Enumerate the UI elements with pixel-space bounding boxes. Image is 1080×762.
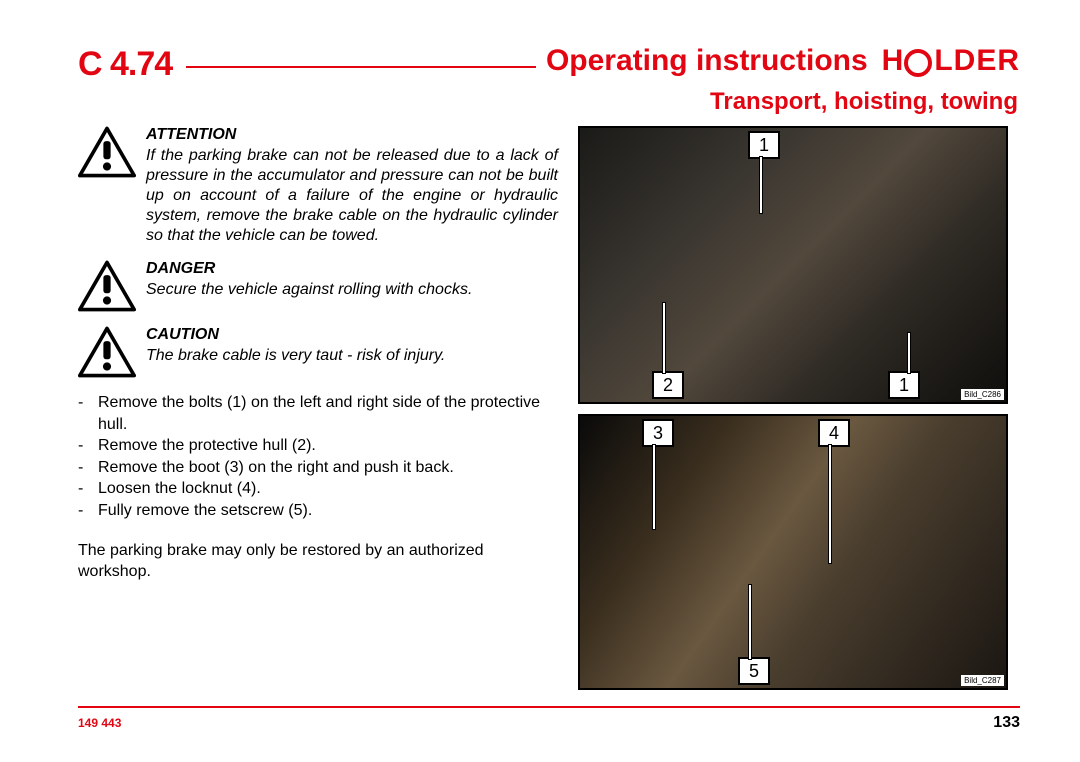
brand-logo: H LDER <box>882 44 1020 78</box>
callout-line <box>829 445 831 563</box>
step-item: -Loosen the locknut (4). <box>78 478 558 500</box>
note-text: The parking brake may only be restored b… <box>78 540 558 583</box>
footer-rule <box>78 706 1020 708</box>
warning-heading: ATTENTION <box>146 126 558 144</box>
image-caption: Bild_C287 <box>961 675 1004 686</box>
page-number: 133 <box>993 714 1020 732</box>
photo-bg <box>580 416 1006 688</box>
image-caption: Bild_C286 <box>961 389 1004 400</box>
callout-line <box>760 157 762 213</box>
steps-list: -Remove the bolts (1) on the left and ri… <box>78 392 558 522</box>
left-column: ATTENTION If the parking brake can not b… <box>78 126 558 690</box>
brand-text: H <box>882 44 905 78</box>
page-footer: 149 443 133 <box>78 706 1020 732</box>
photo-2: 3 4 5 Bild_C287 <box>578 414 1008 690</box>
footer-code: 149 443 <box>78 716 121 730</box>
warning-heading: CAUTION <box>146 326 558 344</box>
warning-attention: ATTENTION If the parking brake can not b… <box>78 126 558 246</box>
brand-text-2: LDER <box>934 44 1020 78</box>
callout-label: 2 <box>652 371 684 399</box>
callout-label: 3 <box>642 419 674 447</box>
step-text: Fully remove the setscrew (5). <box>98 500 312 522</box>
page-header: C 4.74 Operating instructions H LDER <box>78 45 1020 84</box>
callout-line <box>653 445 655 529</box>
step-text: Loosen the locknut (4). <box>98 478 261 500</box>
brand-circle-icon <box>904 49 932 77</box>
step-item: -Remove the boot (3) on the right and pu… <box>78 457 558 479</box>
callout-line <box>749 585 751 659</box>
warning-body: Secure the vehicle against rolling with … <box>146 280 558 300</box>
callout-label: 1 <box>888 371 920 399</box>
warning-body: If the parking brake can not be released… <box>146 146 558 246</box>
warning-triangle-icon <box>78 326 136 378</box>
step-item: -Remove the bolts (1) on the left and ri… <box>78 392 558 435</box>
callout-line <box>663 303 665 373</box>
callout-line <box>908 333 910 373</box>
warning-caution: CAUTION The brake cable is very taut - r… <box>78 326 558 378</box>
step-text: Remove the protective hull (2). <box>98 435 316 457</box>
step-text: Remove the boot (3) on the right and pus… <box>98 457 454 479</box>
right-column: 1 2 1 Bild_C286 3 4 5 Bild_C287 <box>578 126 1008 690</box>
photo-bg <box>580 128 1006 402</box>
header-rule <box>186 66 536 68</box>
warning-body: The brake cable is very taut - risk of i… <box>146 346 558 366</box>
warning-heading: DANGER <box>146 260 558 278</box>
warning-triangle-icon <box>78 126 136 178</box>
warning-danger: DANGER Secure the vehicle against rollin… <box>78 260 558 312</box>
step-text: Remove the bolts (1) on the left and rig… <box>98 392 558 435</box>
warning-triangle-icon <box>78 260 136 312</box>
document-title: Operating instructions <box>546 44 868 78</box>
model-code: C 4.74 <box>78 45 172 84</box>
step-item: -Fully remove the setscrew (5). <box>78 500 558 522</box>
photo-1: 1 2 1 Bild_C286 <box>578 126 1008 404</box>
step-item: -Remove the protective hull (2). <box>78 435 558 457</box>
callout-label: 4 <box>818 419 850 447</box>
content-area: ATTENTION If the parking brake can not b… <box>78 126 1020 690</box>
callout-label: 5 <box>738 657 770 685</box>
callout-label: 1 <box>748 131 780 159</box>
section-title: Transport, hoisting, towing <box>78 88 1018 116</box>
